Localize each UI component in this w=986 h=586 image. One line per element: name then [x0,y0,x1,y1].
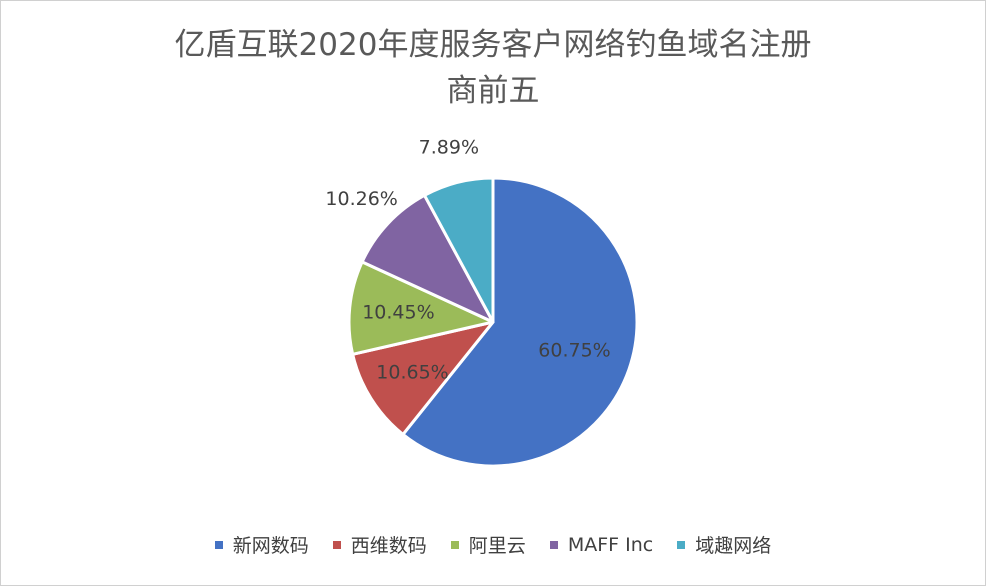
legend-swatch [332,540,341,549]
chart-title-line-1: 亿盾互联2020年度服务客户网络钓鱼域名注册 [174,27,812,63]
legend-swatch [677,540,686,549]
legend-swatch [214,540,223,549]
pie-slice-yuqu [423,176,495,324]
legend-label: 域趣网络 [695,535,772,557]
legend-label: 西维数码 [350,535,427,557]
legend-label: MAFF Inc [567,533,654,556]
pie-slice-xiwei [351,320,495,436]
chart-legend: 新网数码 西维数码 阿里云 MAFF Inc 域趣网络 [0,531,986,558]
data-label-xiwei: 10.65% [376,362,448,384]
legend-swatch [450,540,459,549]
chart-title-line-2: 商前五 [446,73,540,109]
legend-item-maff: MAFF Inc [549,533,654,556]
pie-slice-aliyun [347,260,495,356]
data-label-yuqu: 7.89% [419,137,479,159]
legend-item-aliyun: 阿里云 [450,531,526,558]
legend-label: 新网数码 [232,535,309,557]
pie-slice-xinwang [401,176,639,468]
chart-title: 亿盾互联2020年度服务客户网络钓鱼域名注册 商前五 [0,22,986,114]
legend-item-yuqu: 域趣网络 [677,531,771,558]
legend-item-xiwei: 西维数码 [332,531,427,558]
data-label-maff: 10.26% [325,188,397,210]
legend-item-xinwang: 新网数码 [214,531,309,558]
data-label-aliyun: 10.45% [362,301,434,323]
pie-slice-maff [360,193,495,324]
pie-slices [347,176,639,468]
data-label-xinwang: 60.75% [538,340,610,362]
pie-labels: 60.75% 10.65% 10.45% 10.26% 7.89% [325,137,610,384]
legend-label: 阿里云 [468,535,526,557]
legend-swatch [549,540,558,549]
